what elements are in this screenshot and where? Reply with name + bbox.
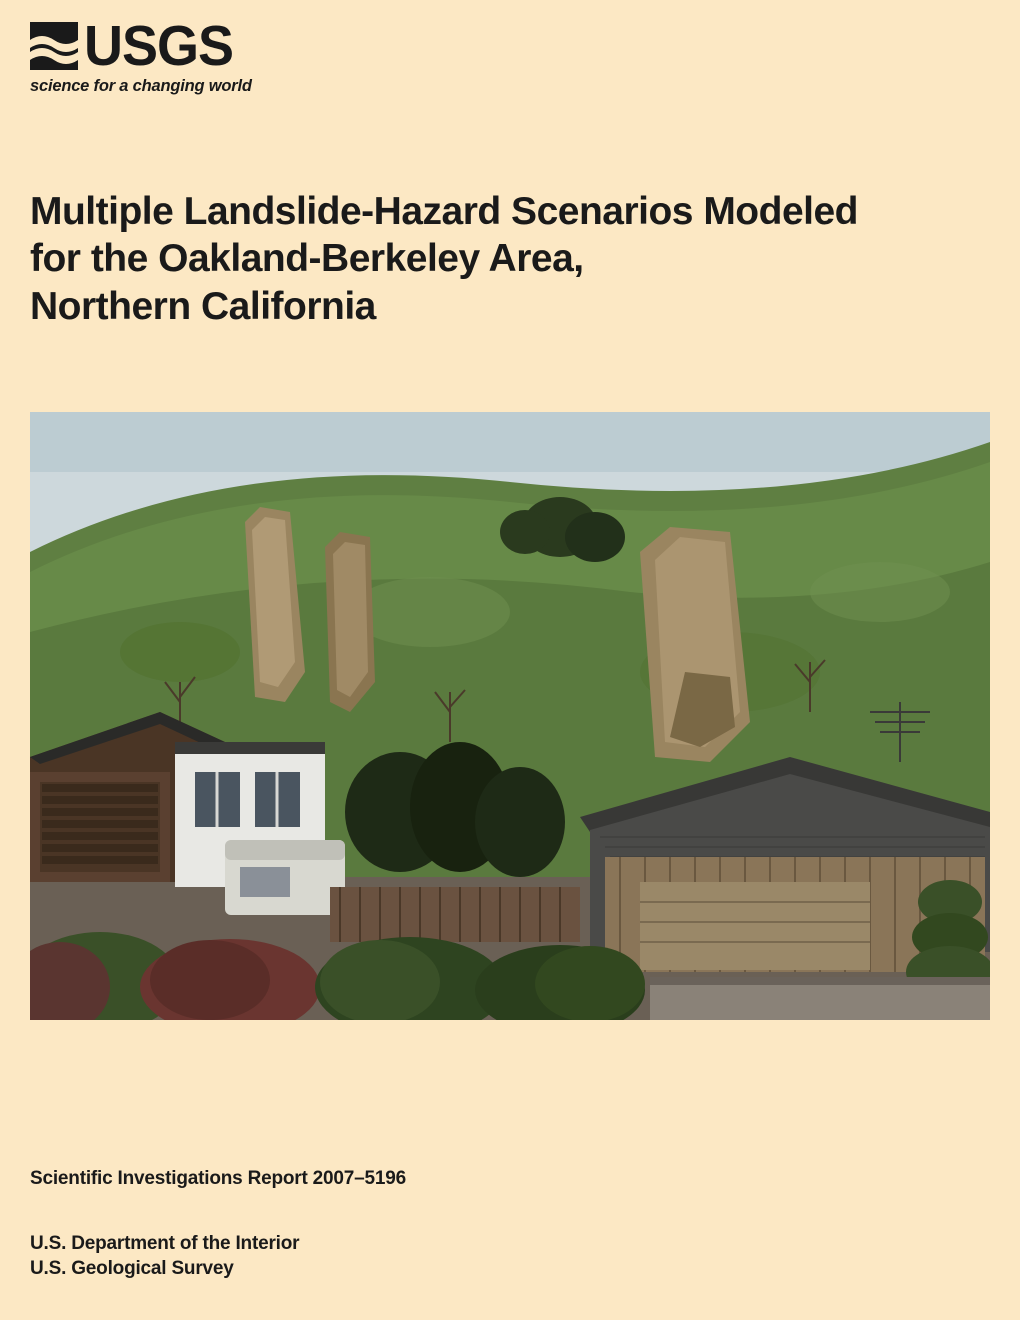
title-line-3: Northern California <box>30 285 376 328</box>
usgs-brand-text: USGS <box>84 21 233 72</box>
footer-block: U.S. Department of the Interior U.S. Geo… <box>30 1231 299 1282</box>
report-title: Multiple Landslide-Hazard Scenarios Mode… <box>30 188 990 331</box>
title-line-2: for the Oakland-Berkeley Area, <box>30 237 584 280</box>
usgs-tagline: science for a changing world <box>30 77 252 96</box>
usgs-logo-row: USGS <box>30 22 233 71</box>
footer-line-2: U.S. Geological Survey <box>30 1256 299 1282</box>
usgs-logo-block: USGS science for a changing world <box>30 22 990 96</box>
usgs-wave-icon <box>30 22 78 70</box>
title-line-1: Multiple Landslide-Hazard Scenarios Mode… <box>30 190 858 233</box>
footer-line-1: U.S. Department of the Interior <box>30 1231 299 1257</box>
cover-photo <box>30 412 990 1020</box>
report-id: Scientific Investigations Report 2007–51… <box>30 1168 406 1190</box>
